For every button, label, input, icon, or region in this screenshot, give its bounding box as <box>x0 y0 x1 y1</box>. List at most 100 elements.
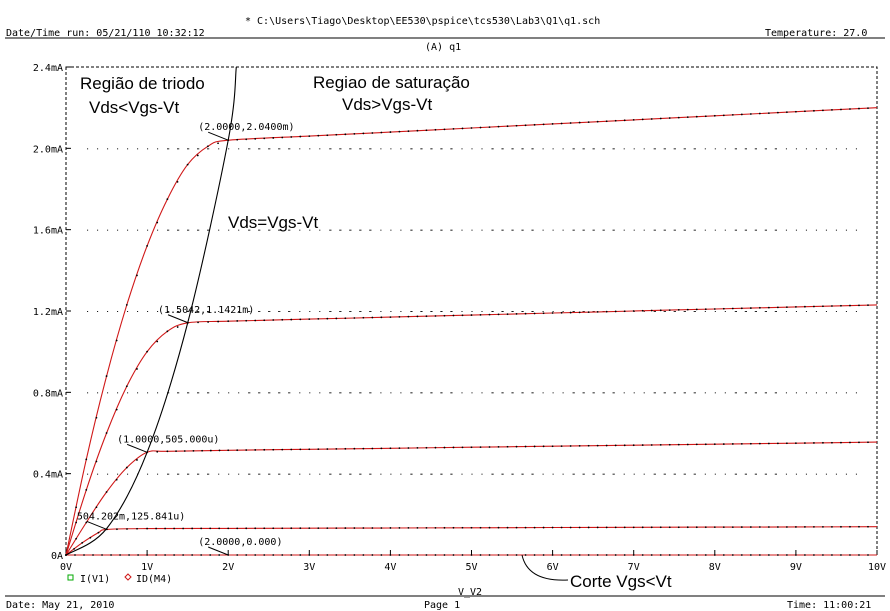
series-2-marker <box>831 441 833 444</box>
grid-dot <box>279 311 281 312</box>
grid-dot <box>694 311 696 312</box>
series-0-marker <box>506 125 509 128</box>
grid-dot <box>299 311 301 312</box>
grid-dot <box>623 392 625 394</box>
grid-dot <box>735 229 737 231</box>
grid-dot <box>673 392 675 394</box>
grid-dot <box>451 473 453 475</box>
grid-dot <box>188 229 190 231</box>
series-1-marker <box>176 326 179 328</box>
series-4-marker <box>164 554 167 556</box>
grid-dot <box>775 311 777 312</box>
series-3-marker <box>686 526 689 529</box>
series-2-marker <box>677 443 680 446</box>
grid-dot <box>603 148 605 150</box>
series-4-marker <box>128 554 130 556</box>
grid-dot <box>724 229 726 231</box>
series-4-marker <box>344 554 347 556</box>
grid-dot <box>532 311 534 312</box>
grid-dot <box>259 229 261 231</box>
series-4-marker <box>335 554 338 556</box>
grid-dot <box>511 148 513 150</box>
grid-dot <box>369 148 371 150</box>
series-1-marker <box>731 307 734 310</box>
grid-dot <box>168 229 170 231</box>
series-4-marker <box>245 554 248 556</box>
series-3-marker <box>533 526 536 529</box>
series-3-marker <box>272 527 275 530</box>
grid-dot <box>299 392 301 394</box>
series-4-marker <box>299 554 302 556</box>
grid-dot <box>249 473 251 475</box>
series-1-marker <box>641 309 644 312</box>
grid-dot <box>765 392 767 394</box>
grid-dot <box>684 148 686 150</box>
series-3-marker <box>497 526 500 529</box>
grid-dot <box>613 473 615 475</box>
grid-dot <box>107 473 109 475</box>
series-2-line <box>65 441 878 556</box>
series-4-marker <box>110 554 112 556</box>
grid-dot <box>248 473 250 475</box>
grid-dot <box>360 229 362 231</box>
grid-dot <box>633 229 635 231</box>
series-1-marker <box>353 317 356 319</box>
series-3-marker <box>227 527 230 530</box>
grid-dot <box>269 229 271 231</box>
grid-dot <box>330 311 332 312</box>
series-2-marker <box>85 521 88 524</box>
grid-dot <box>441 229 443 231</box>
grid-dot <box>511 311 513 312</box>
grid-dot <box>299 148 301 150</box>
grid-dot <box>501 392 503 394</box>
series-2-marker <box>785 442 788 445</box>
grid-dot <box>724 473 726 475</box>
series-1-marker <box>416 315 419 318</box>
grid-dot <box>835 311 837 312</box>
series-1-marker <box>299 318 302 321</box>
grid-dot <box>117 473 119 475</box>
grid-dot <box>187 392 189 394</box>
grid-dot <box>674 311 676 312</box>
series-2-marker <box>795 442 797 445</box>
series-0-marker <box>443 128 446 131</box>
footer-date: Date: May 21, 2010 <box>6 600 114 611</box>
grid-dot <box>430 473 432 475</box>
grid-dot <box>693 148 695 150</box>
grid-dot <box>764 229 766 231</box>
grid-dot <box>197 473 199 475</box>
series-4-marker <box>326 554 329 556</box>
grid-dot <box>522 229 524 231</box>
grid-dot <box>755 311 757 312</box>
grid-dot <box>370 392 372 394</box>
grid-dot <box>369 473 371 475</box>
grid-dot <box>259 311 261 312</box>
grid-dot <box>582 392 584 394</box>
series-3-marker <box>813 525 815 528</box>
series-4-marker <box>497 554 500 556</box>
grid-dot <box>288 229 290 231</box>
series-1-marker <box>533 312 536 315</box>
grid-dot <box>157 148 159 150</box>
series-1-marker <box>849 304 851 307</box>
grid-dot <box>268 148 270 150</box>
series-0-marker <box>407 130 410 133</box>
grid-dot <box>512 148 514 150</box>
series-0-marker <box>425 129 428 132</box>
grid-dot <box>288 311 290 312</box>
series-4-marker <box>831 554 833 556</box>
grid-dot <box>613 392 615 394</box>
series-0-marker <box>614 119 617 122</box>
series-4-marker <box>119 554 121 556</box>
grid-dot <box>359 311 361 312</box>
grid-dot <box>198 229 200 231</box>
series-1-marker <box>542 312 545 315</box>
grid-dot <box>542 229 544 231</box>
grid-dot <box>198 392 200 394</box>
grid-dot <box>168 311 170 312</box>
grid-dot <box>491 311 493 312</box>
series-0-marker <box>858 107 860 110</box>
series-0-marker <box>623 119 626 122</box>
grid-dot <box>683 148 685 150</box>
grid-dot <box>684 229 686 231</box>
